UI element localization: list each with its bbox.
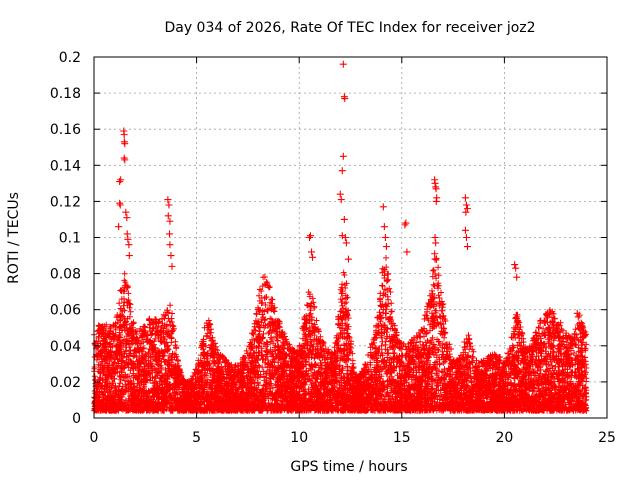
data-point <box>342 239 350 247</box>
data-point <box>164 196 172 204</box>
data-point <box>166 230 174 238</box>
data-point <box>339 152 347 160</box>
x-axis-label: GPS time / hours <box>290 459 407 475</box>
data-point <box>338 167 346 175</box>
data-point <box>165 201 173 209</box>
data-point <box>121 140 129 148</box>
data-point <box>123 230 131 238</box>
data-point <box>339 60 347 68</box>
data-point <box>125 252 133 260</box>
data-point <box>462 234 470 241</box>
data-point <box>336 190 344 198</box>
data-point <box>344 255 352 263</box>
data-point <box>167 252 175 260</box>
x-tick-label: 10 <box>290 430 308 446</box>
y-tick-label: 0.14 <box>50 158 81 174</box>
x-tick-label: 5 <box>192 430 201 446</box>
data-point <box>309 253 317 261</box>
data-point <box>166 217 174 225</box>
data-point <box>513 273 521 281</box>
data-point <box>511 261 519 269</box>
y-tick-label: 0.1 <box>59 231 81 247</box>
data-point <box>432 197 440 205</box>
data-point <box>125 241 133 249</box>
data-point <box>379 203 387 211</box>
data-point <box>341 95 349 103</box>
data-point <box>432 185 440 193</box>
data-point <box>341 234 349 241</box>
data-point <box>382 243 390 251</box>
grid-lines <box>94 57 607 418</box>
chart-title: Day 034 of 2026, Rate Of TEC Index for r… <box>164 20 535 36</box>
y-tick-label: 0.08 <box>50 267 81 283</box>
data-point <box>124 235 132 243</box>
data-point <box>431 255 439 263</box>
axis-ticks <box>93 56 608 419</box>
tick-labels: 0 5 10 15 20 25 0 0.02 0.04 0.06 0.08 0.1 0.12 0.14 0.… <box>50 50 616 446</box>
data-point <box>117 176 125 184</box>
y-tick-label: 0.12 <box>50 194 81 210</box>
y-tick-label: 0.2 <box>59 50 81 66</box>
data-point <box>380 223 388 231</box>
y-tick-label: 0.18 <box>50 86 81 102</box>
y-tick-label: 0.06 <box>50 303 81 319</box>
y-axis-label: ROTI / TECUs <box>6 192 22 284</box>
data-point <box>166 241 174 249</box>
data-point <box>432 239 440 247</box>
data-point <box>463 205 471 213</box>
data-point <box>512 264 520 272</box>
data-point <box>123 214 131 222</box>
data-point <box>306 232 314 240</box>
data-point <box>431 179 439 187</box>
x-tick-label: 0 <box>90 430 99 446</box>
data-point <box>308 248 316 256</box>
data-point <box>462 208 470 216</box>
data-points <box>91 60 590 414</box>
data-point <box>463 243 471 251</box>
y-tick-label: 0.04 <box>50 339 81 355</box>
data-point <box>115 223 123 231</box>
data-point <box>461 194 469 202</box>
x-tick-label: 20 <box>495 430 513 446</box>
data-point <box>121 156 129 164</box>
data-point <box>461 226 469 234</box>
y-tick-label: 0.16 <box>50 122 81 138</box>
data-point <box>164 212 172 220</box>
data-point <box>403 248 411 256</box>
data-point <box>431 234 439 241</box>
data-point <box>402 219 410 227</box>
data-point <box>462 201 470 209</box>
data-point <box>122 208 130 216</box>
data-point <box>120 131 128 139</box>
x-tick-label: 15 <box>393 430 411 446</box>
y-tick-label: 0 <box>72 411 81 427</box>
data-point <box>337 196 345 204</box>
x-tick-label: 25 <box>598 430 616 446</box>
data-point <box>168 262 176 270</box>
data-point-cloud <box>91 254 590 414</box>
data-point <box>381 234 389 241</box>
data-point <box>575 311 583 319</box>
data-point <box>340 215 348 223</box>
data-point <box>116 201 124 209</box>
y-tick-label: 0.02 <box>50 375 81 391</box>
